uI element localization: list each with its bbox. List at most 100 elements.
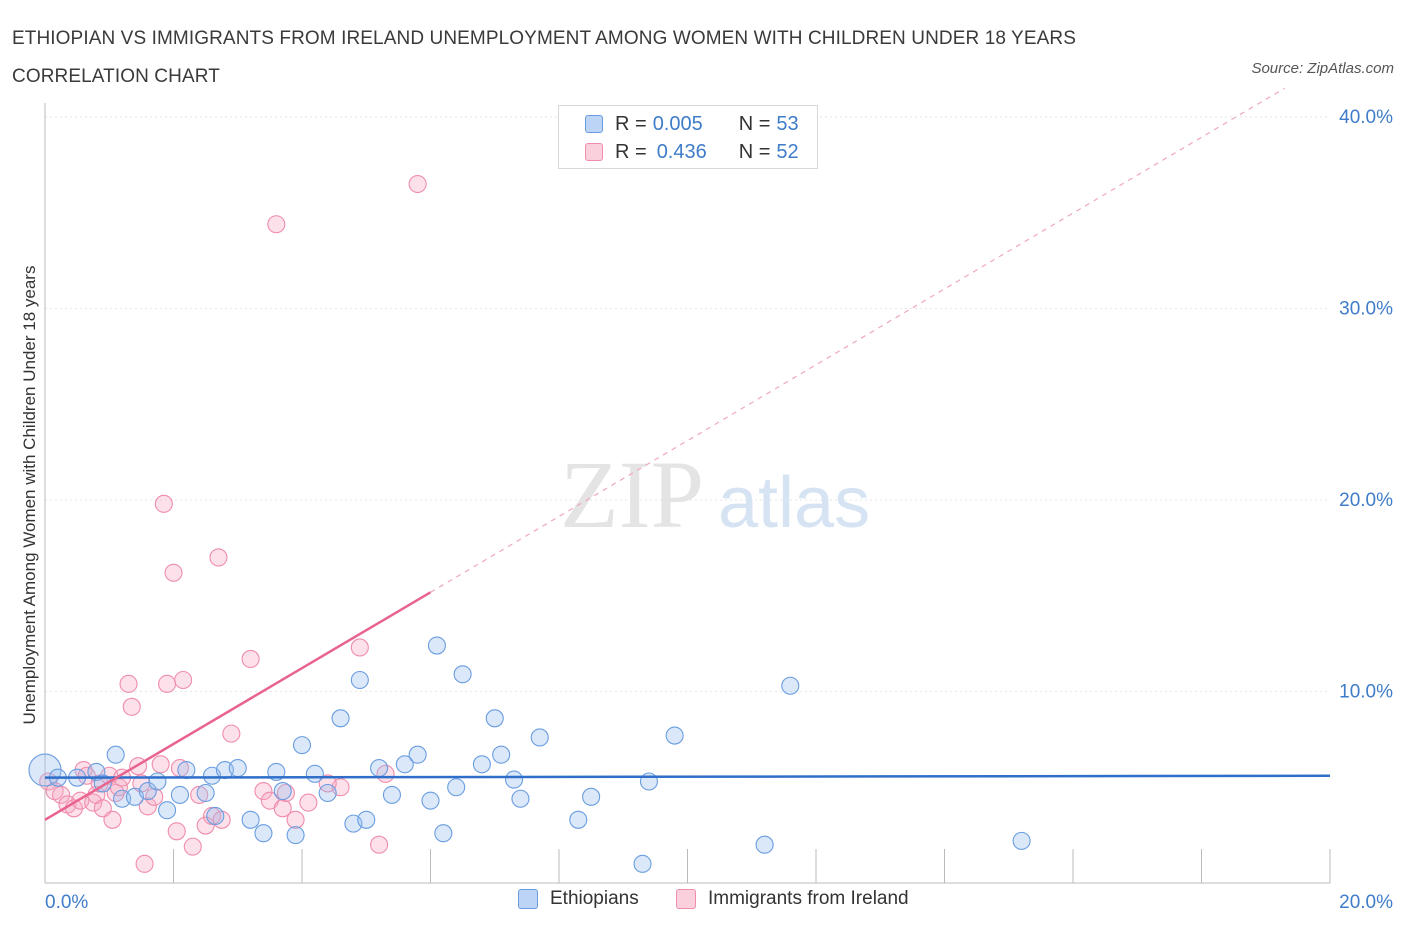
legend-n-value: 52 <box>776 140 799 163</box>
ethiopian-point <box>472 755 491 774</box>
ireland-point <box>52 785 71 804</box>
grid-lines <box>45 116 1330 692</box>
chart-title: ETHIOPIAN VS IMMIGRANTS FROM IRELAND UNE… <box>12 28 1076 87</box>
ireland-point <box>174 670 193 690</box>
ireland-point <box>254 782 273 801</box>
ethiopian-point <box>1012 831 1031 850</box>
legend-swatch-ireland <box>585 143 603 161</box>
ireland-point <box>299 793 318 812</box>
y-tick-label: 40.0% <box>1339 107 1393 128</box>
legend-item-ethiopians[interactable]: Ethiopians <box>518 888 639 910</box>
ethiopian-point <box>447 778 466 797</box>
series-legend: Ethiopians Immigrants from Ireland <box>0 888 1406 916</box>
ireland-point <box>286 810 305 829</box>
ethiopian-point <box>206 806 225 826</box>
legend-n-value: 53 <box>776 112 799 135</box>
ireland-point <box>138 797 157 816</box>
ireland-point <box>158 674 177 693</box>
ireland-point <box>267 215 286 234</box>
ethiopian-point <box>781 676 800 695</box>
ethiopian-point <box>382 785 402 804</box>
ireland-point <box>154 494 173 513</box>
ireland-point <box>119 674 138 693</box>
ethiopian-point <box>305 764 324 783</box>
x-tick-label: 0.0% <box>45 892 88 913</box>
legend-item-label: Immigrants from Ireland <box>708 888 909 909</box>
ethiopian-point <box>504 770 524 789</box>
ethiopian-point <box>331 709 350 728</box>
ireland-point <box>276 783 295 803</box>
legend-swatch-ethiopians <box>518 889 538 909</box>
ethiopian-point <box>434 824 453 843</box>
ethiopian-point <box>633 854 652 873</box>
legend-swatch-ethiopians <box>585 115 603 133</box>
ireland-point <box>196 816 215 835</box>
ethiopian-point <box>196 783 215 803</box>
legend-r-label: R = <box>615 140 647 163</box>
y-tick-label: 10.0% <box>1339 682 1393 703</box>
ethiopian-trend-line <box>44 774 1331 779</box>
ethiopian-point <box>755 835 774 854</box>
legend-n-label: N = <box>738 140 771 163</box>
ethiopian-point <box>530 728 549 747</box>
ethiopian-point <box>421 791 440 810</box>
ireland-point <box>209 548 228 567</box>
ireland-point <box>122 697 141 716</box>
ethiopian-point <box>292 736 312 755</box>
legend-n-label: N = <box>738 112 771 135</box>
ethiopian-point <box>408 745 427 764</box>
watermark-zip: ZIP <box>560 441 704 548</box>
legend-item-label: Ethiopians <box>550 888 639 909</box>
ethiopian-point <box>582 787 601 806</box>
ireland-point <box>167 822 186 841</box>
ireland-point <box>241 649 260 668</box>
ethiopian-point <box>395 755 414 774</box>
legend-row-ethiopians: R = 0.005 N = 53 <box>585 112 799 136</box>
ireland-point <box>135 854 154 873</box>
ethiopian-point <box>87 762 106 781</box>
x-tick-label: 20.0% <box>1339 892 1393 913</box>
ethiopian-point <box>286 826 305 845</box>
y-tick-label: 20.0% <box>1339 490 1393 511</box>
axes <box>44 103 1331 884</box>
ethiopian-point <box>569 810 588 829</box>
ireland-point <box>103 810 122 829</box>
ethiopian-point <box>357 810 376 829</box>
ireland-point <box>370 835 389 854</box>
legend-r-label: R = <box>615 112 647 135</box>
legend-item-ireland[interactable]: Immigrants from Ireland <box>676 888 909 910</box>
ireland-point <box>350 638 369 657</box>
trend-lines <box>44 87 1331 821</box>
ethiopian-point <box>138 782 157 801</box>
ethiopian-point <box>273 782 292 801</box>
ireland-point <box>222 724 241 743</box>
y-tick-label: 30.0% <box>1339 299 1393 320</box>
legend-row-ireland: R = 0.436 N = 52 <box>585 140 799 164</box>
ethiopian-point <box>665 726 684 745</box>
ethiopian-point <box>241 810 260 829</box>
ireland-points <box>39 174 427 873</box>
ethiopian-point <box>511 789 530 808</box>
legend-swatch-ireland <box>676 889 696 909</box>
ethiopian-point <box>254 824 273 843</box>
legend-r-value: 0.436 <box>656 140 707 163</box>
ireland-point <box>318 774 337 793</box>
ethiopian-point <box>350 670 369 690</box>
ethiopian-point <box>177 760 196 780</box>
ireland-point <box>408 174 427 194</box>
ireland-point <box>183 837 202 856</box>
ethiopian-point <box>148 772 167 791</box>
source-credit: Source: ZipAtlas.com <box>1251 60 1394 77</box>
ethiopian-point <box>485 709 504 728</box>
ireland-point <box>190 785 209 804</box>
tick-labels: 10.0% 20.0% 30.0% 40.0% 0.0% 20.0% <box>45 107 1393 913</box>
watermark-atlas: atlas <box>718 463 870 543</box>
ethiopian-point <box>370 759 389 778</box>
ethiopian-point <box>170 785 189 804</box>
ireland-point <box>151 755 170 774</box>
ireland-point <box>164 563 183 582</box>
ethiopian-point <box>228 759 247 778</box>
ethiopian-point <box>453 665 472 684</box>
ethiopian-point <box>158 801 177 820</box>
